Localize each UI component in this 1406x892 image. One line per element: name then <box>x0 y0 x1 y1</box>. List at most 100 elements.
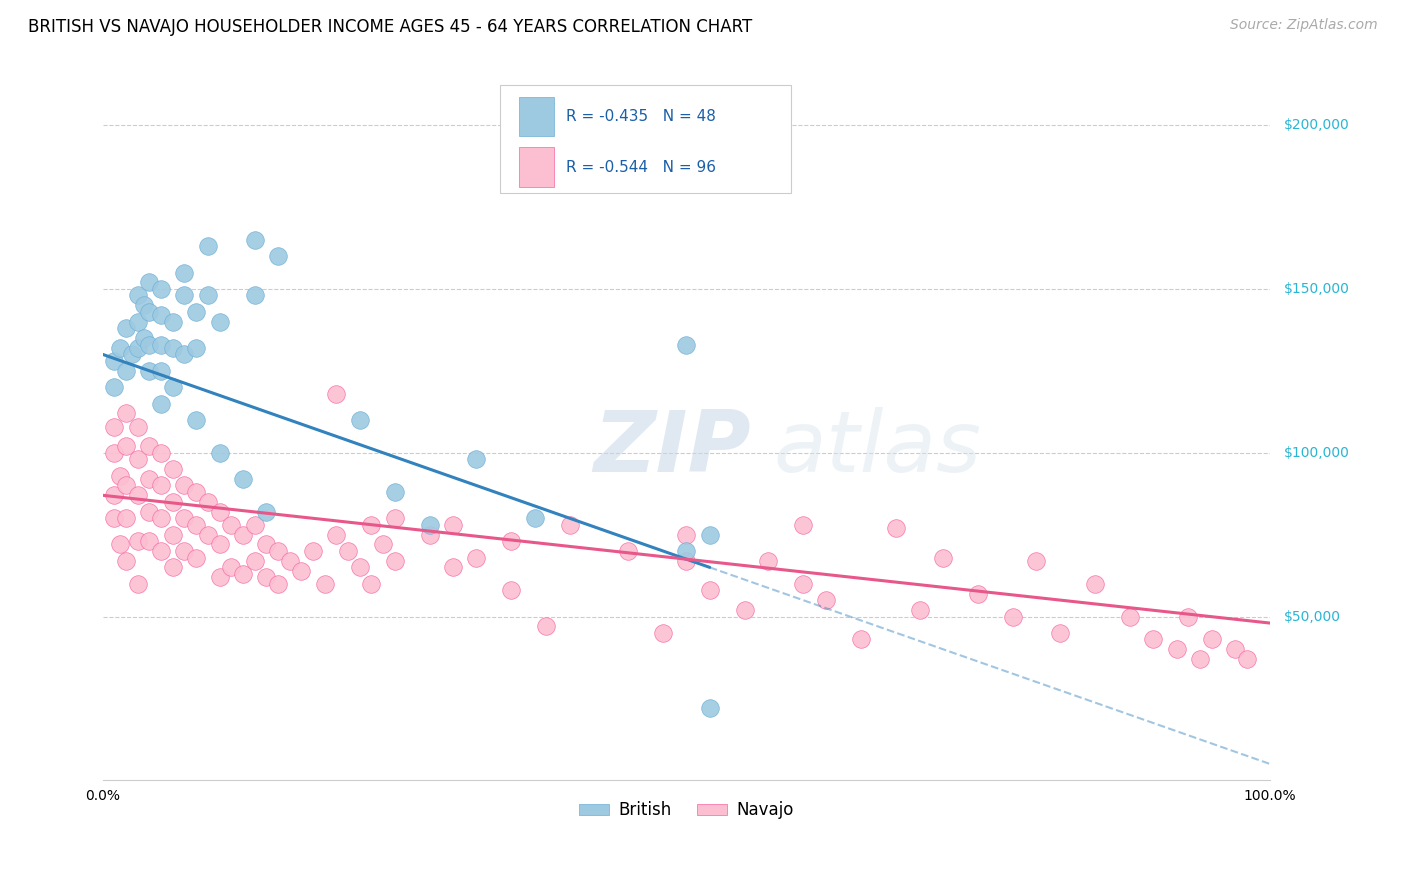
Point <box>699 583 721 598</box>
Point <box>501 534 523 549</box>
Point <box>138 305 160 319</box>
Point <box>115 478 138 492</box>
Point <box>1223 642 1246 657</box>
Point <box>243 517 266 532</box>
Point <box>699 701 721 715</box>
Point <box>1049 626 1071 640</box>
Text: $100,000: $100,000 <box>1284 446 1350 459</box>
Point <box>208 537 231 551</box>
Point <box>441 517 464 532</box>
Point <box>384 511 406 525</box>
Point <box>371 537 394 551</box>
Point <box>162 560 184 574</box>
Point <box>278 554 301 568</box>
Point <box>419 517 441 532</box>
Point <box>162 315 184 329</box>
Point <box>908 603 931 617</box>
Point <box>419 527 441 541</box>
Point <box>132 331 155 345</box>
Point <box>465 452 488 467</box>
Point <box>536 619 558 633</box>
Point <box>127 341 149 355</box>
Point <box>815 593 838 607</box>
Point <box>173 347 195 361</box>
Point <box>162 527 184 541</box>
Point <box>243 288 266 302</box>
Point <box>115 511 138 525</box>
Point <box>675 337 697 351</box>
Text: atlas: atlas <box>773 408 981 491</box>
Point <box>325 386 347 401</box>
Point <box>121 347 143 361</box>
Point <box>967 586 990 600</box>
Point <box>1142 632 1164 647</box>
Point <box>173 511 195 525</box>
Point <box>110 341 132 355</box>
Point <box>127 419 149 434</box>
Point <box>186 305 208 319</box>
Point <box>652 626 675 640</box>
Point <box>1002 609 1025 624</box>
Point <box>162 495 184 509</box>
Point <box>792 576 814 591</box>
Point <box>110 537 132 551</box>
Point <box>675 544 697 558</box>
Point <box>254 570 277 584</box>
Point <box>932 550 955 565</box>
Point <box>232 527 254 541</box>
Point <box>138 505 160 519</box>
Point <box>208 446 231 460</box>
FancyBboxPatch shape <box>519 147 554 187</box>
Point <box>173 478 195 492</box>
Point <box>1025 554 1047 568</box>
Point <box>138 472 160 486</box>
Point <box>197 239 219 253</box>
Point <box>384 485 406 500</box>
Point <box>138 439 160 453</box>
Text: BRITISH VS NAVAJO HOUSEHOLDER INCOME AGES 45 - 64 YEARS CORRELATION CHART: BRITISH VS NAVAJO HOUSEHOLDER INCOME AGE… <box>28 18 752 36</box>
Point <box>186 485 208 500</box>
Point <box>360 576 382 591</box>
Point <box>103 354 125 368</box>
Point <box>127 288 149 302</box>
Point <box>243 554 266 568</box>
Point <box>360 517 382 532</box>
Point <box>1177 609 1199 624</box>
Point <box>792 517 814 532</box>
Point <box>254 537 277 551</box>
Point <box>127 534 149 549</box>
Point <box>756 554 779 568</box>
Point <box>186 517 208 532</box>
Point <box>290 564 312 578</box>
Point <box>734 603 756 617</box>
Point <box>150 308 173 322</box>
Point <box>254 505 277 519</box>
Point <box>150 511 173 525</box>
Point <box>617 544 640 558</box>
Text: R = -0.435   N = 48: R = -0.435 N = 48 <box>567 109 716 124</box>
Text: $150,000: $150,000 <box>1284 282 1350 296</box>
Text: Source: ZipAtlas.com: Source: ZipAtlas.com <box>1230 18 1378 32</box>
Point <box>197 495 219 509</box>
Point <box>150 396 173 410</box>
Point <box>267 544 290 558</box>
Point <box>558 517 581 532</box>
FancyBboxPatch shape <box>499 85 792 193</box>
Point <box>675 527 697 541</box>
Text: ZIP: ZIP <box>593 408 751 491</box>
Point <box>465 550 488 565</box>
Point <box>232 566 254 581</box>
Point <box>186 550 208 565</box>
Point <box>110 468 132 483</box>
Point <box>103 380 125 394</box>
Point <box>523 511 546 525</box>
Text: $50,000: $50,000 <box>1284 609 1341 624</box>
Point <box>103 446 125 460</box>
Point <box>441 560 464 574</box>
Legend: British, Navajo: British, Navajo <box>572 795 801 826</box>
Point <box>219 560 242 574</box>
Point <box>336 544 359 558</box>
Point <box>699 527 721 541</box>
Point <box>103 419 125 434</box>
Point <box>138 364 160 378</box>
